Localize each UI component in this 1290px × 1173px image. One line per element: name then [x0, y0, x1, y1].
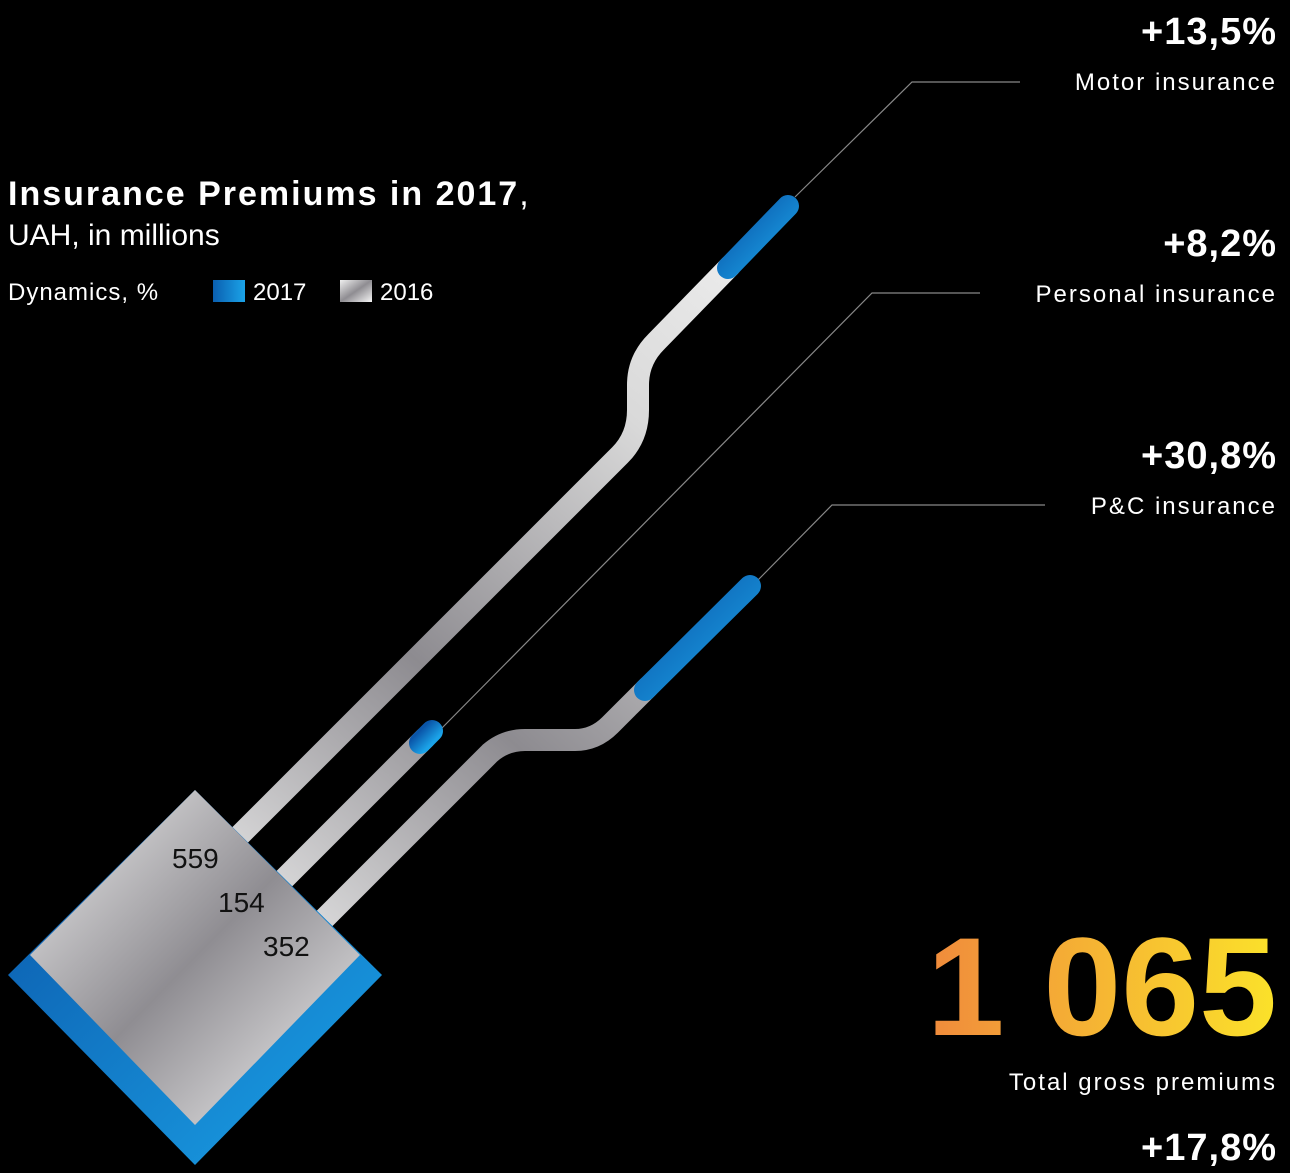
total-value: 1 065 [927, 908, 1277, 1065]
diamond [30, 790, 360, 1125]
segment-value: 154 [218, 887, 265, 918]
legend-label: Dynamics, % [8, 279, 159, 306]
segment-change: +13,5% [1141, 11, 1277, 53]
legend-item: 2017 [253, 279, 306, 306]
title-text: Insurance Premiums in 2017 [8, 175, 519, 213]
pipe [274, 727, 436, 889]
leader-line [757, 504, 1045, 581]
leader-line [439, 292, 980, 731]
segment-name: P&C insurance [1091, 493, 1277, 520]
title: Insurance Premiums in 2017, [8, 175, 531, 213]
total-change: +17,8% [1141, 1127, 1277, 1169]
pipe-2017 [717, 195, 799, 279]
total-label: Total gross premiums [1009, 1069, 1277, 1096]
segment-name: Personal insurance [1036, 281, 1277, 308]
legend-swatch [340, 280, 372, 302]
segment-name: Motor insurance [1075, 69, 1277, 96]
legend-swatch [213, 280, 245, 302]
legend-item: 2016 [380, 279, 433, 306]
segment-value: 352 [263, 931, 310, 962]
segment-change: +30,8% [1141, 435, 1277, 477]
pipe [229, 255, 741, 846]
segment-value: 559 [172, 843, 219, 874]
pipe-2017 [634, 575, 761, 701]
pipe [314, 676, 659, 929]
segment-change: +8,2% [1163, 223, 1277, 265]
title-suffix: , [519, 175, 530, 213]
subtitle: UAH, in millions [8, 219, 220, 252]
leader-line [794, 81, 1020, 198]
pipe-2017 [409, 720, 443, 754]
